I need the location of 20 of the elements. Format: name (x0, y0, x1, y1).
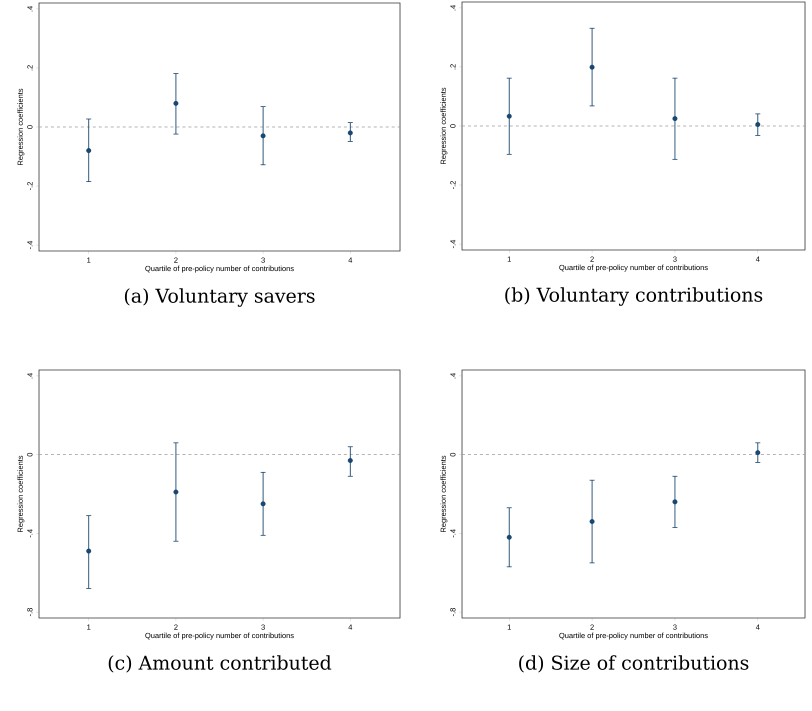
point (86, 548, 92, 554)
point (755, 122, 760, 128)
point (348, 458, 353, 464)
point (590, 519, 595, 524)
point (86, 148, 92, 154)
point (672, 499, 678, 504)
point (506, 114, 512, 119)
text: (d) Size of contributions (519, 655, 748, 673)
point (348, 130, 353, 136)
point (755, 450, 760, 456)
point (672, 116, 678, 122)
point (173, 100, 178, 106)
point (506, 534, 512, 540)
point (590, 64, 595, 70)
text: (c) Amount contributed (108, 655, 332, 673)
text: (b) Voluntary contributions (505, 287, 762, 306)
text: (a) Voluntary savers (124, 288, 315, 307)
point (260, 133, 266, 138)
point (260, 501, 266, 506)
point (173, 490, 178, 495)
